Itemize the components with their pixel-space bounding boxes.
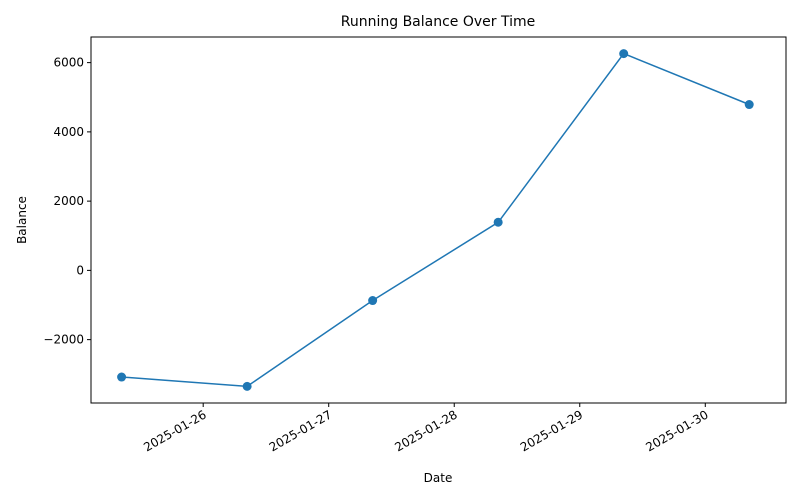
y-tick-label: 0 (76, 263, 84, 277)
chart-title: Running Balance Over Time (341, 14, 536, 30)
y-tick-label: 2000 (53, 194, 84, 208)
data-point (368, 296, 378, 306)
y-tick-label: 6000 (53, 56, 84, 70)
data-point (117, 372, 127, 382)
plot-frame (90, 36, 787, 404)
y-axis-title: Balance (15, 196, 29, 244)
y-tick-label: 4000 (53, 125, 84, 139)
series-line (121, 52, 750, 388)
data-point (242, 381, 252, 391)
data-point (493, 217, 503, 227)
x-axis-title: Date (424, 471, 453, 485)
data-point (744, 100, 754, 110)
data-point (619, 49, 629, 59)
y-tick-label: −2000 (43, 333, 84, 347)
